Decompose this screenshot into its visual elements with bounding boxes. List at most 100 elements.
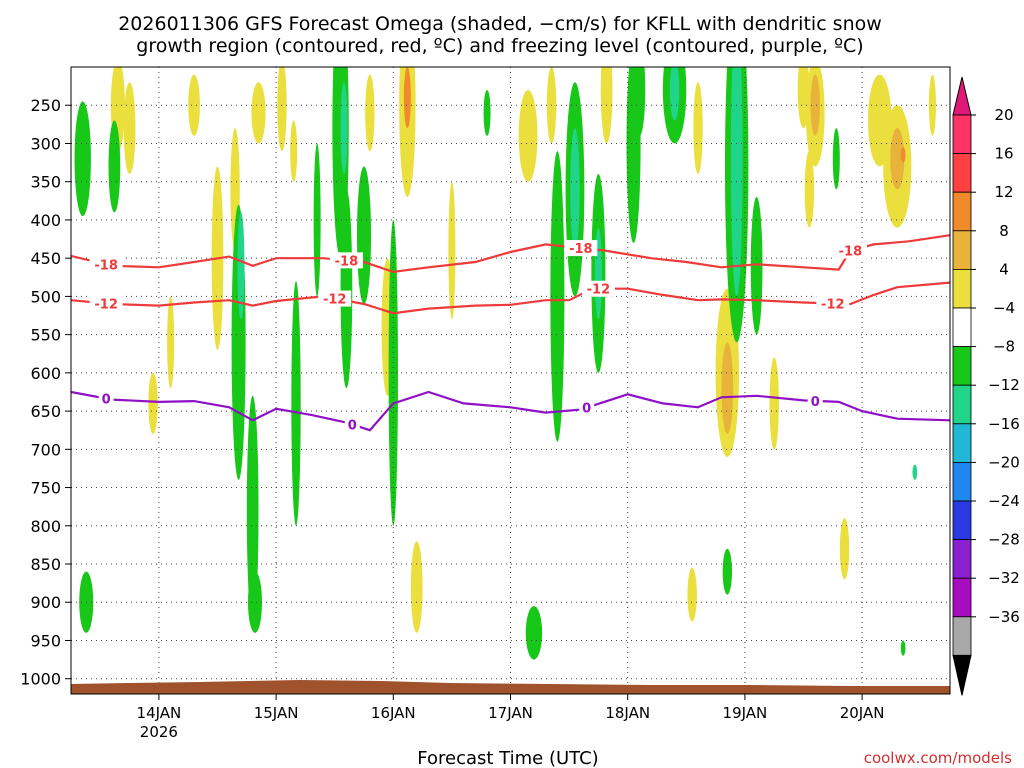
credit-link[interactable]: coolwx.com/models — [864, 749, 1012, 767]
x-tick-label-19JAN: 19JAN — [723, 704, 768, 722]
omega-region-62 — [900, 147, 906, 163]
omega-region-65 — [900, 640, 906, 656]
omega-region-63 — [928, 74, 936, 136]
contour-label-bg-2-1 — [344, 416, 360, 433]
colorbar-label-0: 20 — [994, 106, 1013, 124]
contour-label-1-2: -12 — [587, 283, 611, 298]
omega-region-32 — [525, 606, 543, 660]
x-tick-label-16JAN: 16JAN — [371, 704, 416, 722]
colorbar-swatch-11 — [952, 539, 972, 579]
omega-region-6 — [167, 296, 175, 389]
omega-region-11 — [237, 212, 245, 320]
omega-region-12 — [246, 395, 259, 626]
colorbar-swatch-9 — [952, 461, 972, 502]
colorbar-label-8: −16 — [988, 415, 1020, 433]
contour-label-0-2: -18 — [569, 242, 593, 257]
colorbar-swatch-6 — [952, 346, 972, 386]
contour-label-bg-1-3 — [816, 295, 850, 312]
contour-label-bg-2-3 — [807, 392, 823, 409]
omega-shading — [74, 67, 936, 660]
contour-label-1-1: -12 — [323, 293, 347, 308]
colorbar-swatch-2 — [952, 191, 972, 232]
x-tick-label-14JAN: 14JAN — [137, 704, 182, 722]
omega-region-4 — [108, 120, 121, 213]
omega-region-43 — [669, 67, 680, 121]
omega-region-31 — [518, 89, 538, 182]
contour-line-0 — [71, 234, 950, 274]
colorbar-label-13: −36 — [988, 608, 1020, 626]
contour-label-2-1: 0 — [348, 418, 357, 433]
omega-region-22 — [356, 166, 372, 305]
omega-region-51 — [750, 196, 763, 335]
contour-label-bg-2-2 — [579, 399, 595, 416]
omega-region-57 — [832, 128, 840, 190]
omega-region-50 — [730, 67, 743, 297]
omega-region-29 — [448, 181, 456, 320]
contour-line-2 — [71, 390, 950, 432]
omega-region-44 — [693, 82, 703, 175]
chart-title-line2: growth region (contoured, red, ºC) and f… — [136, 35, 863, 57]
omega-region-16 — [290, 120, 298, 182]
colorbar-label-2: 12 — [994, 183, 1013, 201]
omega-region-36 — [570, 128, 580, 251]
contour-label-bg-2-0 — [98, 390, 114, 407]
y-tick-label-500: 500 — [30, 287, 61, 306]
omega-region-56 — [804, 151, 815, 228]
x-tick-label-18JAN: 18JAN — [605, 704, 650, 722]
y-axis: 250 300 350 400 450 500 550 600 650 700 750 800 850 9… — [20, 96, 71, 689]
contour-label-bg-0-2 — [564, 240, 598, 257]
colorbar-swatch-0 — [952, 114, 972, 154]
colorbar-label-4: 4 — [999, 260, 1009, 278]
omega-region-27 — [403, 67, 411, 129]
colorbar-swatch-12 — [952, 577, 972, 618]
contour-label-bg-1-2 — [581, 280, 615, 297]
x-axis-label: Forecast Time (UTC) — [417, 748, 598, 768]
omega-region-52 — [769, 357, 779, 450]
omega-region-20 — [340, 189, 353, 389]
colorbar-top-arrow — [952, 76, 972, 116]
omega-region-64 — [912, 464, 918, 480]
y-tick-label-600: 600 — [30, 364, 61, 383]
omega-region-28 — [410, 541, 423, 633]
contour-label-0-1: -18 — [335, 254, 359, 269]
y-tick-label-700: 700 — [30, 440, 61, 459]
y-tick-label-750: 750 — [30, 479, 61, 498]
colorbar-label-11: −28 — [988, 531, 1020, 549]
x-tick-sublabel-14JAN: 2026 — [140, 723, 178, 741]
colorbar-label-1: 16 — [994, 145, 1013, 163]
y-tick-label-950: 950 — [30, 631, 61, 650]
colorbar-swatch-3 — [952, 230, 972, 270]
y-tick-label-1000: 1000 — [20, 670, 61, 689]
omega-region-58 — [839, 518, 850, 580]
omega-region-30 — [483, 89, 491, 136]
y-tick-label-550: 550 — [30, 326, 61, 345]
contour-label-1-0: -12 — [94, 297, 118, 312]
contour-label-0-0: -18 — [94, 258, 118, 273]
colorbar-bottom-arrow — [952, 654, 972, 696]
contour-label-bg-1-0 — [89, 295, 123, 312]
y-tick-label-850: 850 — [30, 555, 61, 574]
contour-label-0-3: -18 — [839, 245, 863, 260]
contour-line-1 — [71, 281, 950, 315]
y-tick-label-400: 400 — [30, 211, 61, 230]
contour-label-bg-0-1 — [329, 252, 363, 269]
omega-region-13 — [251, 82, 266, 144]
contour-label-bg-1-1 — [318, 290, 352, 307]
contour-label-2-3: 0 — [811, 395, 820, 410]
omega-region-23 — [365, 74, 375, 152]
y-tick-label-450: 450 — [30, 249, 61, 268]
colorbar-label-6: −8 — [993, 338, 1015, 356]
y-tick-label-350: 350 — [30, 173, 61, 192]
colorbar-label-10: −24 — [988, 492, 1020, 510]
x-tick-label-15JAN: 15JAN — [254, 704, 299, 722]
colorbar-swatch-10 — [952, 500, 972, 540]
omega-region-15 — [277, 67, 287, 152]
omega-region-45 — [687, 567, 697, 622]
y-tick-label-650: 650 — [30, 402, 61, 421]
omega-region-61 — [890, 128, 905, 190]
omega-region-18 — [313, 143, 321, 297]
y-tick-label-250: 250 — [30, 96, 61, 115]
contour-label-1-3: -12 — [821, 297, 845, 312]
